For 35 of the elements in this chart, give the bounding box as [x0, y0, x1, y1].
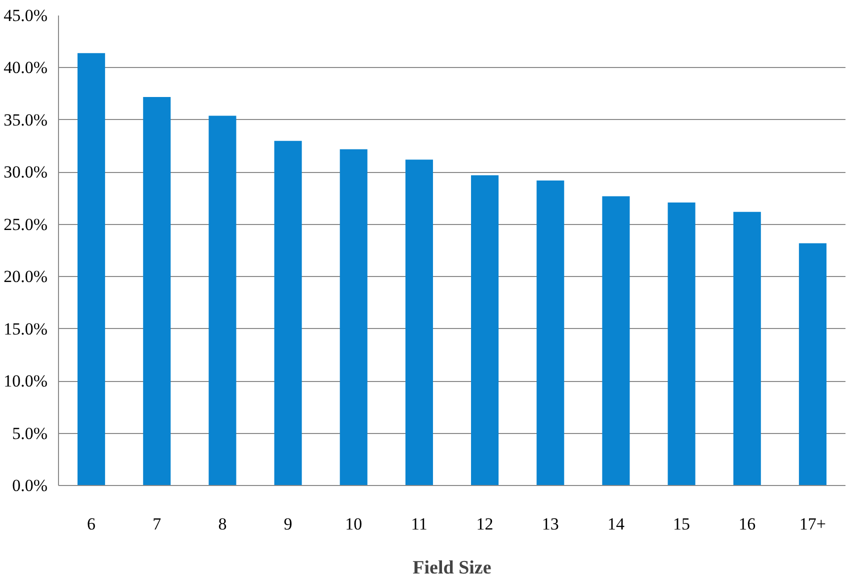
bar [733, 212, 761, 486]
y-tick-label: 35.0% [4, 110, 48, 130]
x-tick-label: 10 [345, 514, 362, 534]
bar [536, 180, 564, 486]
x-tick-label: 17+ [799, 514, 826, 534]
y-tick-label: 10.0% [4, 372, 48, 391]
bar [274, 140, 302, 486]
bar [602, 196, 630, 486]
x-tick-label: 9 [284, 514, 292, 534]
y-tick-label: 15.0% [4, 319, 48, 338]
bar [208, 116, 236, 486]
x-tick-label: 12 [476, 514, 494, 534]
x-tick-label: 13 [542, 514, 559, 534]
y-tick-label: 45.0% [4, 6, 48, 25]
x-tick-label: 16 [738, 514, 756, 534]
y-tick-label: 5.0% [12, 424, 48, 443]
x-axis-title: Field Size [412, 558, 492, 578]
bar [78, 53, 106, 486]
bar [143, 96, 171, 486]
x-tick-label: 8 [218, 514, 227, 534]
y-tick-label: 0.0% [12, 476, 48, 495]
y-tick-label: 30.0% [4, 162, 48, 182]
bar [340, 149, 368, 486]
y-tick-label: 20.0% [4, 267, 48, 286]
bar [471, 175, 499, 486]
bar [798, 243, 826, 486]
x-tick-label: 15 [673, 514, 690, 534]
bar [405, 160, 433, 486]
x-tick-label: 6 [87, 514, 96, 534]
x-tick-label: 11 [411, 514, 428, 534]
x-tick-label: 14 [607, 514, 625, 534]
y-tick-label: 40.0% [4, 58, 48, 78]
bar [668, 202, 696, 486]
y-tick-label: 25.0% [4, 214, 48, 234]
x-tick-label: 7 [152, 514, 162, 534]
